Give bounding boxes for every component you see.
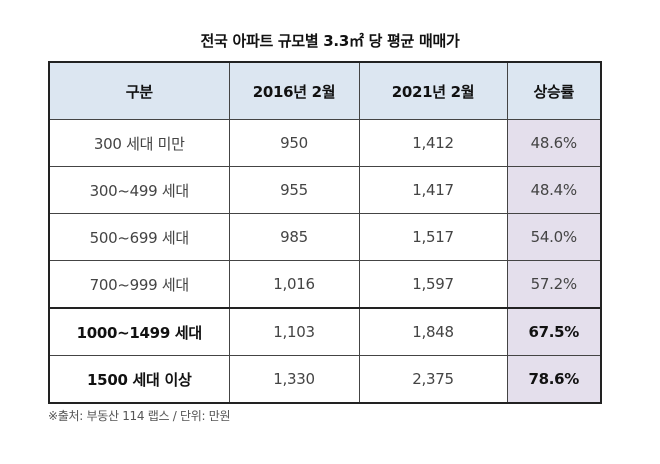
table-row: 1500 세대 이상 1,330 2,375 78.6% xyxy=(48,355,602,404)
header-rate: 상승률 xyxy=(506,61,602,120)
header-feb2016: 2016년 2월 xyxy=(228,61,360,120)
table-row: 1000~1499 세대 1,103 1,848 67.5% xyxy=(48,307,602,356)
price-table: 구분 2016년 2월 2021년 2월 상승률 300 세대 미만 950 1… xyxy=(48,61,602,404)
cell-feb2016: 1,016 xyxy=(228,260,360,309)
cell-feb2021: 2,375 xyxy=(358,355,508,404)
cell-feb2021: 1,517 xyxy=(358,213,508,261)
cell-feb2016: 950 xyxy=(228,119,360,167)
source-footnote: ※출처: 부동산 114 랩스 / 단위: 만원 xyxy=(48,409,231,423)
cell-rate: 54.0% xyxy=(506,213,602,261)
header-feb2021: 2021년 2월 xyxy=(358,61,508,120)
table-row: 300 세대 미만 950 1,412 48.6% xyxy=(48,119,602,167)
cell-feb2021: 1,412 xyxy=(358,119,508,167)
cell-category: 700~999 세대 xyxy=(48,260,230,309)
cell-feb2016: 1,103 xyxy=(228,307,360,356)
cell-feb2021: 1,597 xyxy=(358,260,508,309)
cell-rate: 67.5% xyxy=(506,307,602,356)
cell-rate: 48.4% xyxy=(506,166,602,214)
cell-feb2016: 1,330 xyxy=(228,355,360,404)
cell-rate: 48.6% xyxy=(506,119,602,167)
cell-category: 300~499 세대 xyxy=(48,166,230,214)
cell-category: 500~699 세대 xyxy=(48,213,230,261)
table-row: 300~499 세대 955 1,417 48.4% xyxy=(48,166,602,214)
cell-category: 1000~1499 세대 xyxy=(48,307,230,356)
cell-feb2021: 1,417 xyxy=(358,166,508,214)
cell-feb2016: 955 xyxy=(228,166,360,214)
cell-feb2016: 985 xyxy=(228,213,360,261)
cell-category: 1500 세대 이상 xyxy=(48,355,230,404)
header-category: 구분 xyxy=(48,61,230,120)
table-row: 700~999 세대 1,016 1,597 57.2% xyxy=(48,260,602,309)
cell-feb2021: 1,848 xyxy=(358,307,508,356)
header-row: 구분 2016년 2월 2021년 2월 상승률 xyxy=(48,61,602,120)
cell-category: 300 세대 미만 xyxy=(48,119,230,167)
cell-rate: 78.6% xyxy=(506,355,602,404)
table-row: 500~699 세대 985 1,517 54.0% xyxy=(48,213,602,261)
table-title: 전국 아파트 규모별 3.3㎡ 당 평균 매매가 xyxy=(200,32,460,50)
cell-rate: 57.2% xyxy=(506,260,602,309)
